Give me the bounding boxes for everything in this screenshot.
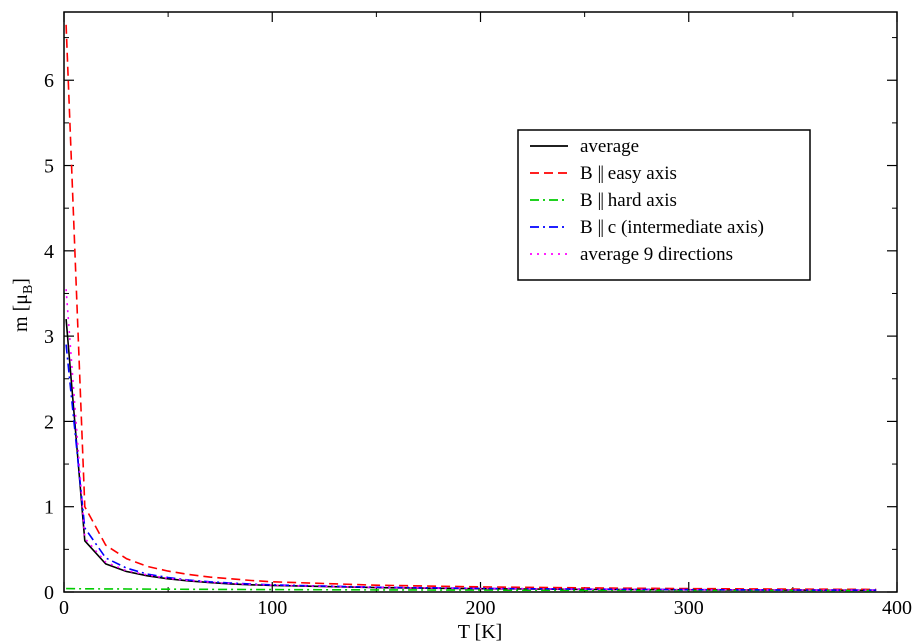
series-lines bbox=[65, 24, 877, 592]
x-tick-label: 200 bbox=[466, 597, 496, 619]
legend-label-2: B || hard axis bbox=[580, 190, 677, 211]
y-axis-label: m [μB] bbox=[10, 278, 36, 332]
x-tick-label: 0 bbox=[59, 597, 69, 619]
axis-ticks bbox=[63, 12, 898, 593]
x-tick-label: 100 bbox=[257, 597, 287, 619]
y-tick-label: 1 bbox=[44, 497, 54, 519]
y-tick-label: 6 bbox=[44, 70, 54, 92]
legend-label-1: B || easy axis bbox=[580, 163, 677, 184]
y-axis-label-main: m [μ bbox=[10, 294, 32, 332]
y-tick-label: 0 bbox=[44, 582, 54, 604]
y-axis-label-subscript: B bbox=[21, 285, 36, 294]
legend-entries: average B || easy axis B || hard axis B || … bbox=[530, 136, 764, 265]
series-line-0 bbox=[65, 319, 877, 592]
x-axis-label: T [K] bbox=[458, 621, 503, 643]
x-tick-label: 400 bbox=[882, 597, 912, 619]
legend-label-3: B || c (intermediate axis) bbox=[580, 217, 764, 238]
legend-box bbox=[517, 129, 811, 281]
series-line-4 bbox=[65, 289, 877, 592]
y-tick-label: 4 bbox=[44, 241, 54, 263]
plot-frame bbox=[63, 11, 898, 593]
series-line-2 bbox=[66, 587, 877, 592]
x-tick-label: 300 bbox=[674, 597, 704, 619]
y-axis-label-end: ] bbox=[10, 278, 32, 285]
series-line-3 bbox=[65, 344, 877, 591]
legend-label-0: average bbox=[580, 136, 639, 157]
y-tick-label: 5 bbox=[44, 156, 54, 178]
y-tick-label: 3 bbox=[44, 326, 54, 348]
y-tick-label: 2 bbox=[44, 411, 54, 433]
series-line-1 bbox=[65, 24, 877, 591]
legend: average B || easy axis B || hard axis B || … bbox=[517, 129, 811, 281]
y-tick-labels: 0 1 2 3 4 5 6 bbox=[44, 70, 54, 604]
legend-label-4: average 9 directions bbox=[580, 244, 733, 265]
x-tick-labels: 0 100 200 300 400 bbox=[59, 597, 912, 619]
